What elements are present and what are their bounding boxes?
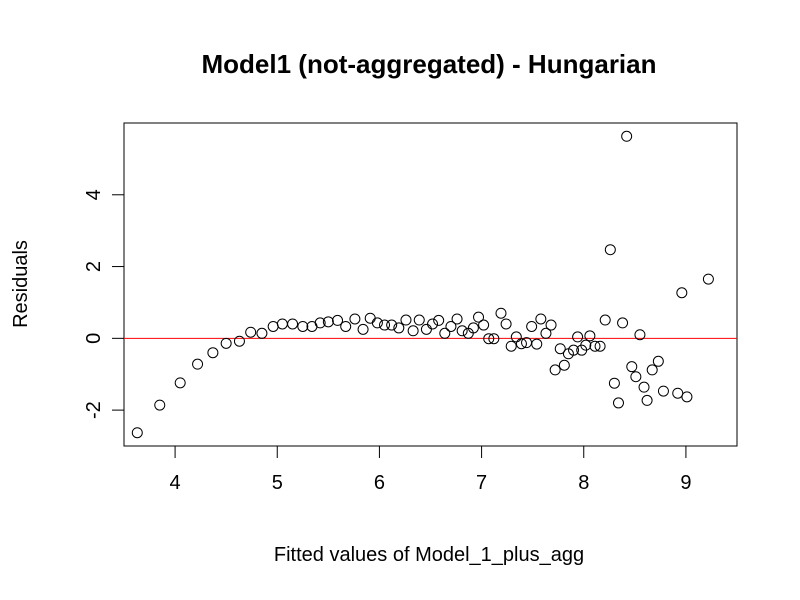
data-point [702,273,714,285]
data-point [641,394,653,406]
data-point [427,318,439,330]
data-point [621,130,633,142]
data-point [672,387,684,399]
data-point [500,318,512,330]
data-point [681,391,693,403]
data-point [256,327,268,339]
data-point [400,314,412,326]
data-point [467,322,479,334]
data-point [526,320,538,332]
data-point [531,338,543,350]
data-point [433,314,445,326]
y-tick-label: 2 [83,261,105,272]
data-point [154,399,166,411]
x-axis: 4 5 6 7 8 9 [170,445,691,494]
data-point [473,311,485,323]
data-point [630,371,642,383]
data-point [276,318,288,330]
data-point [676,287,688,299]
data-point [646,364,658,376]
data-point [322,316,334,328]
x-tick-label: 5 [272,472,283,494]
x-tick-label: 7 [476,472,487,494]
x-tick-label: 8 [578,472,589,494]
data-point [584,330,596,342]
data-point [657,385,669,397]
data-point [558,359,570,371]
x-tick-label: 9 [680,472,691,494]
data-point [332,314,344,326]
data-point [393,322,405,334]
data-point [456,325,468,337]
data-point [371,317,383,329]
x-tick-label: 4 [170,472,181,494]
data-point [580,339,592,351]
data-point [340,320,352,332]
y-axis-label: Residuals [10,240,32,328]
data-point [589,340,601,352]
data-point [192,358,204,370]
data-point [379,319,391,331]
data-point [131,427,143,439]
data-point [612,397,624,409]
data-point [267,320,279,332]
chart-title: Model1 (not-aggregated) - Hungarian [202,49,657,79]
data-point [634,329,646,341]
data-point [495,307,507,319]
y-tick-label: 4 [83,189,105,200]
data-point [488,333,500,345]
data-point [594,340,606,352]
data-point [599,314,611,326]
data-point [445,320,457,332]
data-point [540,327,552,339]
data-point [364,312,376,324]
data-point [554,343,566,355]
data-point [515,338,527,350]
data-point [220,337,232,349]
x-axis-label: Fitted values of Model_1_plus_agg [274,544,584,566]
data-point [386,319,398,331]
data-point [245,326,257,338]
y-tick-label: -2 [83,401,105,419]
data-point [420,323,432,335]
data-point [568,344,580,356]
data-point [349,313,361,325]
data-point [413,314,425,326]
points-layer [131,130,714,439]
y-tick-label: 0 [83,333,105,344]
data-point [572,331,584,343]
data-point [287,318,299,330]
data-point [483,333,495,345]
data-point [626,361,638,373]
data-point [545,319,557,331]
data-point [505,340,517,352]
data-point [357,323,369,335]
data-point [535,313,547,325]
data-point [439,327,451,339]
data-point [297,320,309,332]
data-point [549,364,561,376]
data-point [407,325,419,337]
data-point [510,331,522,343]
data-point [604,244,616,256]
data-point [478,319,490,331]
data-point [233,335,245,347]
plot-frame [123,122,738,447]
data-point [174,377,186,389]
data-point [451,313,463,325]
data-point [652,355,664,367]
y-axis: -2 0 2 4 [83,189,125,419]
data-point [314,317,326,329]
data-point [617,317,629,329]
data-point [608,377,620,389]
x-tick-label: 6 [374,472,385,494]
data-point [638,381,650,393]
data-point [207,347,219,359]
